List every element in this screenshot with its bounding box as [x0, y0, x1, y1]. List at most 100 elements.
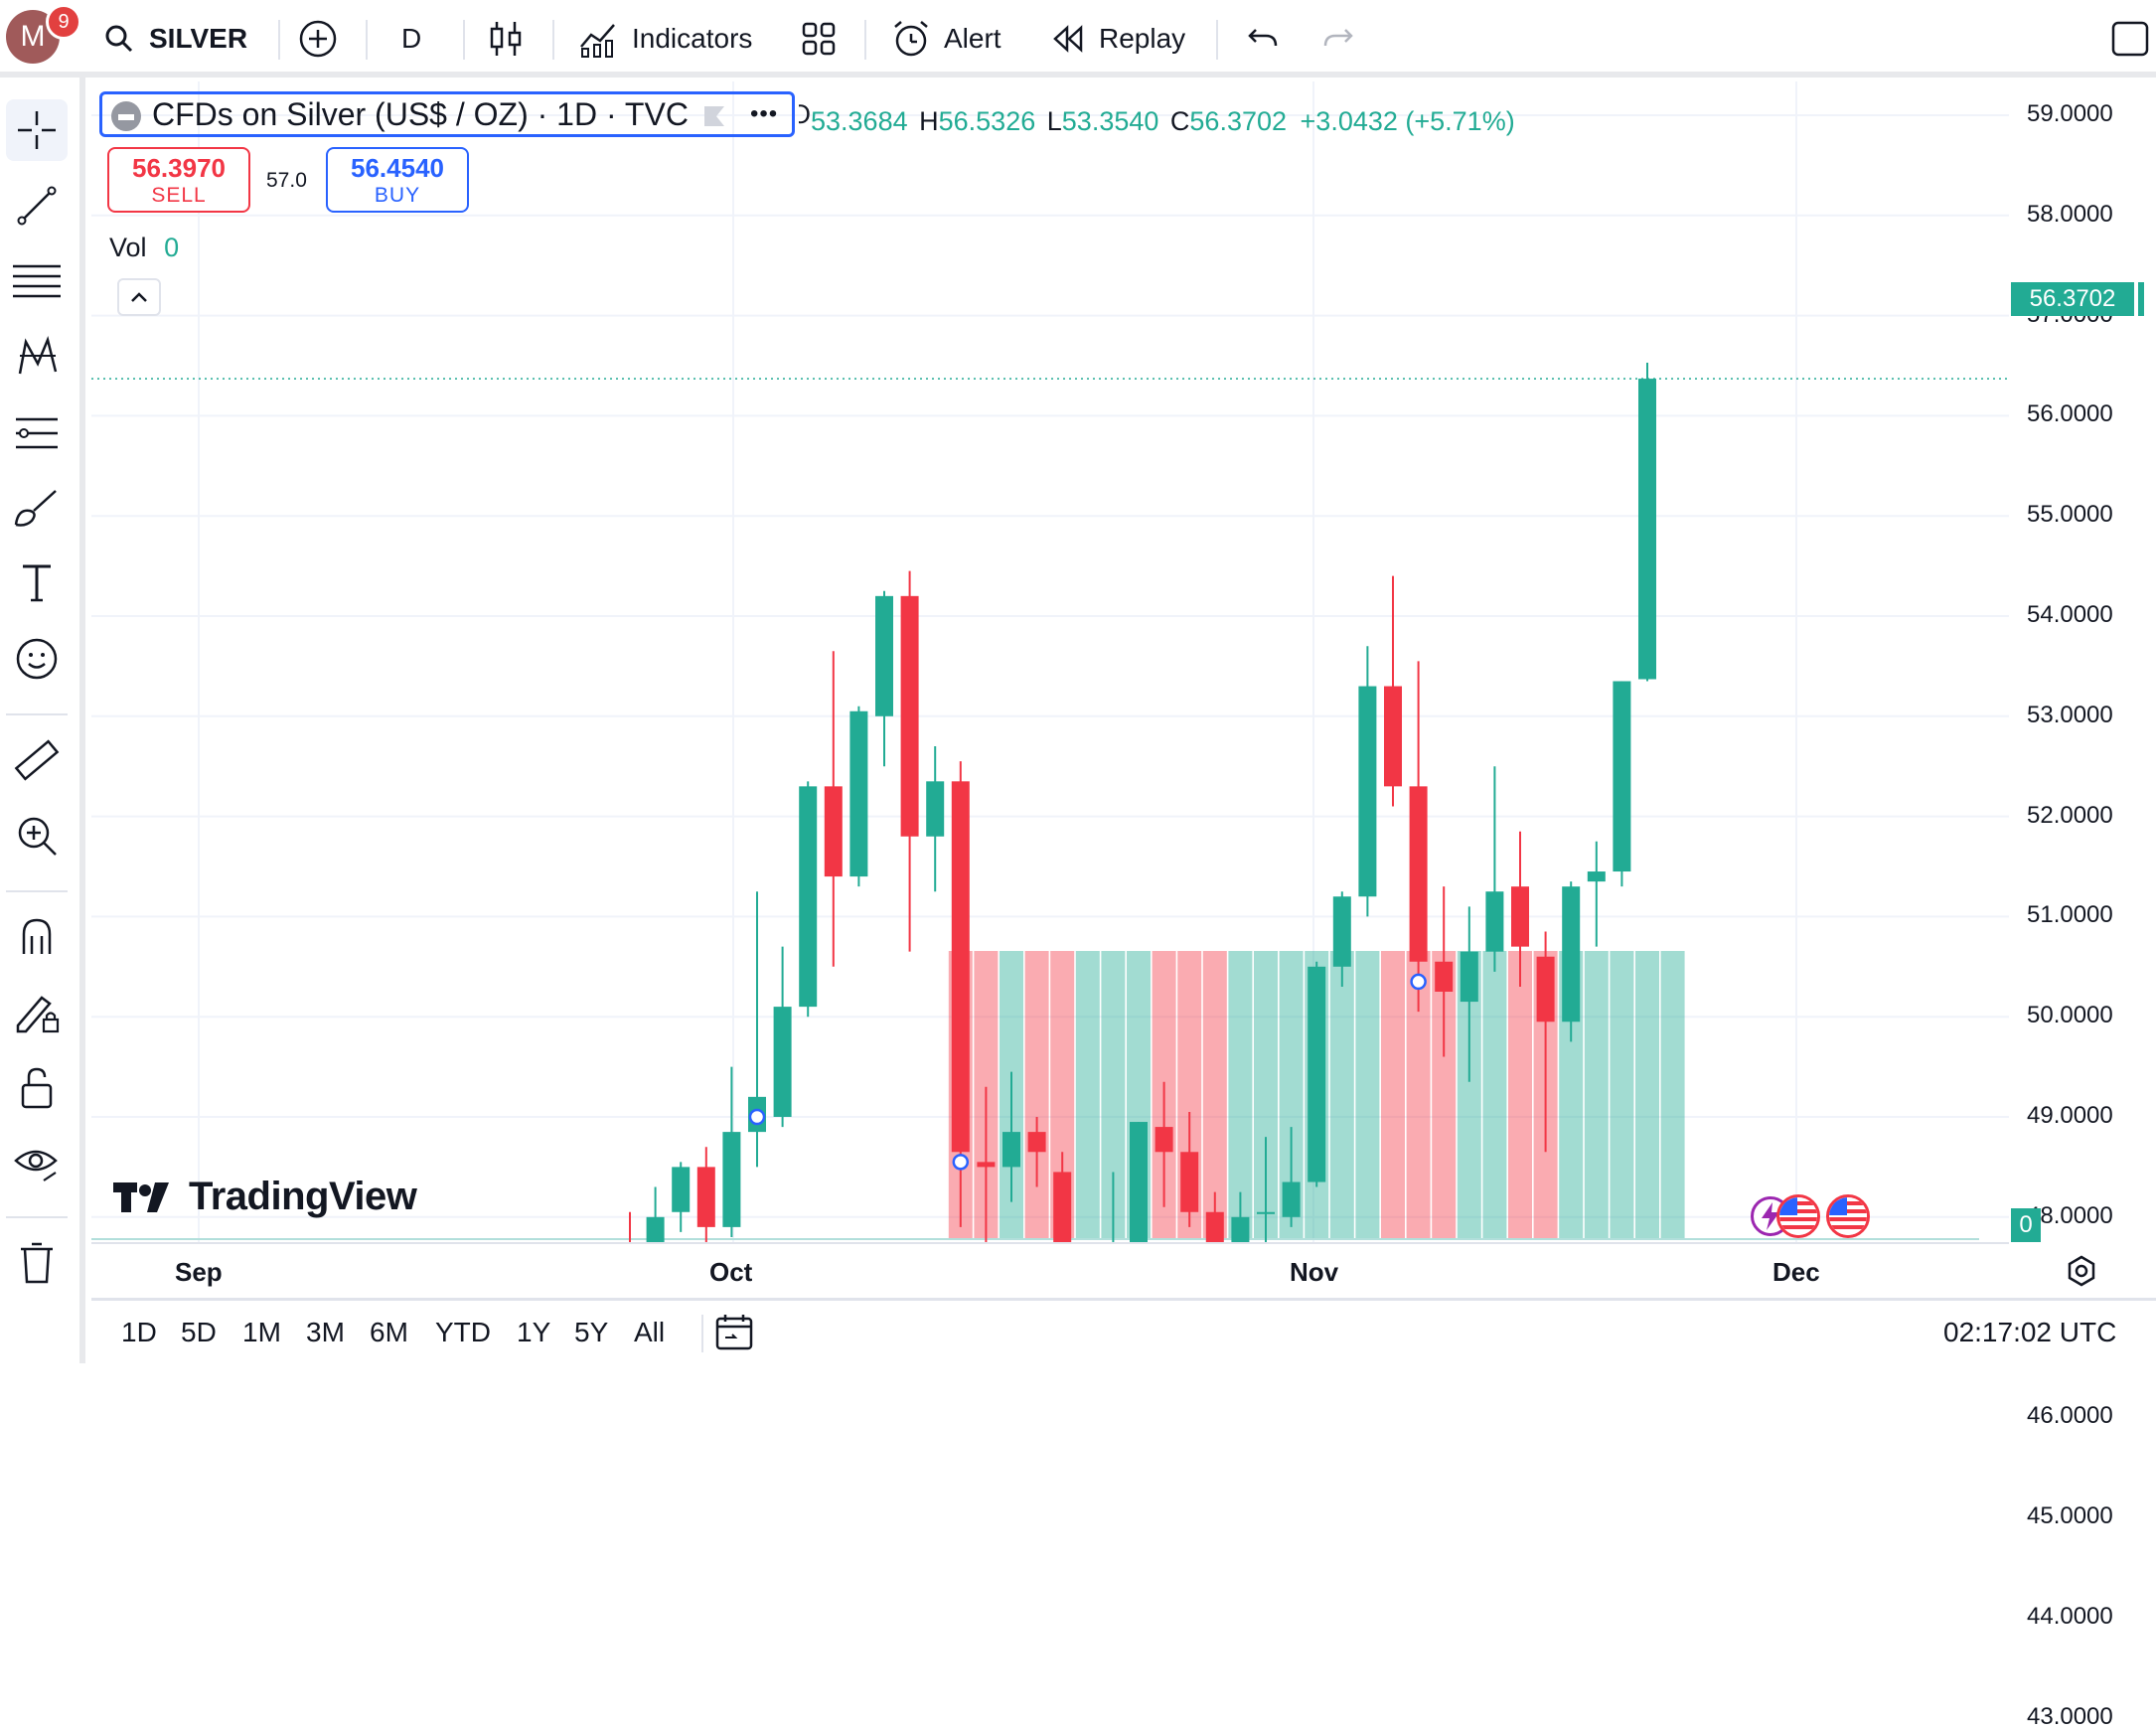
horizontal-lines-icon [13, 264, 61, 298]
candle-body[interactable] [1562, 886, 1581, 1023]
candle-body[interactable] [799, 786, 818, 1008]
candle-body[interactable] [1435, 961, 1454, 992]
range-all[interactable]: All [634, 1317, 666, 1347]
candle-body[interactable] [1282, 1181, 1301, 1217]
candle-body[interactable] [1205, 1211, 1224, 1242]
crosshair-tool[interactable] [6, 99, 68, 161]
forecast-icon [16, 417, 58, 449]
candle-body[interactable] [1053, 1172, 1072, 1242]
go-to-date-button[interactable] [713, 1313, 755, 1357]
range-1y[interactable]: 1Y [517, 1317, 551, 1347]
collapse-legend-button[interactable] [117, 278, 161, 316]
candle-body[interactable] [1308, 966, 1326, 1182]
trend-line-tool[interactable] [6, 175, 68, 236]
range-1d[interactable]: 1D [121, 1317, 157, 1347]
time-label-sep: Sep [175, 1257, 223, 1287]
layouts-button[interactable] [801, 14, 837, 64]
price-chart[interactable] [91, 81, 2009, 1242]
lock-drawings-tool[interactable] [6, 982, 68, 1043]
candle-body[interactable] [1002, 1132, 1020, 1168]
range-5y[interactable]: 5Y [574, 1317, 609, 1347]
event-marker[interactable] [952, 1154, 970, 1171]
candle-body[interactable] [1155, 1127, 1173, 1153]
chart-pane[interactable] [91, 81, 2009, 1242]
indicators-button[interactable]: Indicators [578, 14, 752, 64]
forecasting-tool[interactable] [6, 401, 68, 463]
candle-body[interactable] [1332, 896, 1351, 967]
candle-body[interactable] [900, 595, 919, 837]
candle-body[interactable] [1130, 1122, 1148, 1242]
text-icon [23, 564, 51, 602]
more-options-icon[interactable]: ••• [750, 100, 779, 127]
candle-body[interactable] [1511, 886, 1529, 947]
alert-label: Alert [944, 23, 1001, 54]
candle-body[interactable] [722, 1132, 741, 1227]
candle-body[interactable] [646, 1216, 665, 1242]
candle-body[interactable] [696, 1167, 715, 1227]
brush-tool[interactable] [6, 477, 68, 539]
event-marker[interactable] [1410, 973, 1427, 991]
range-6m[interactable]: 6M [370, 1317, 408, 1347]
interval-button[interactable]: D [401, 14, 421, 64]
range-5d[interactable]: 5D [181, 1317, 217, 1347]
sell-button[interactable]: 56.3970 SELL [107, 147, 250, 213]
candle-body[interactable] [1485, 891, 1504, 952]
us-event-icon[interactable] [1776, 1194, 1820, 1238]
range-3m[interactable]: 3M [306, 1317, 345, 1347]
us-event-icon[interactable] [1826, 1194, 1870, 1238]
hide-tool[interactable] [6, 1133, 68, 1194]
candle-body[interactable] [926, 781, 945, 837]
candle-body[interactable] [1536, 956, 1555, 1023]
text-tool[interactable] [6, 552, 68, 614]
drawing-toolbar [0, 78, 85, 1363]
flag-icon [704, 106, 724, 126]
candle-body[interactable] [1638, 379, 1656, 680]
candle-body[interactable] [773, 1007, 792, 1117]
fib-tool[interactable] [6, 250, 68, 312]
remove-drawings-tool[interactable] [6, 1232, 68, 1294]
candle-body[interactable] [1180, 1152, 1199, 1212]
magnet-tool[interactable] [6, 906, 68, 968]
lock-tool[interactable] [6, 1057, 68, 1119]
high-value: 56.5326 [938, 106, 1036, 136]
candle-body[interactable] [1613, 681, 1631, 872]
symbol-search-button[interactable]: SILVER [103, 14, 247, 64]
candle-body[interactable] [977, 1162, 996, 1168]
volume-bar [1635, 951, 1659, 1239]
candle-body[interactable] [1231, 1216, 1250, 1242]
symbol-legend[interactable]: CFDs on Silver (US$ / OZ) · 1D · TVC ••• [99, 91, 795, 137]
compare-symbol-button[interactable] [298, 14, 338, 64]
redo-button[interactable] [1321, 14, 1355, 64]
alert-button[interactable]: Alert [890, 14, 1001, 64]
zoom-in-tool[interactable] [6, 805, 68, 866]
event-marker[interactable] [748, 1108, 766, 1126]
open-value: 53.3684 [811, 106, 908, 136]
price-axis[interactable]: 59.000058.000057.000056.000055.000054.00… [2009, 81, 2156, 1730]
toolbar-divider [278, 20, 280, 60]
candle-body[interactable] [1460, 951, 1478, 1003]
range-ytd[interactable]: YTD [435, 1317, 491, 1347]
replay-button[interactable]: Replay [1051, 14, 1185, 64]
volume-bar [1075, 951, 1100, 1239]
candle-body[interactable] [1257, 1211, 1275, 1214]
candle-body[interactable] [824, 786, 843, 877]
candle-body[interactable] [1384, 686, 1402, 787]
chart-settings-button[interactable] [2065, 1254, 2098, 1293]
candle-body[interactable] [1409, 786, 1428, 962]
candle-body[interactable] [1027, 1132, 1046, 1153]
utc-clock[interactable]: 02:17:02 UTC [1943, 1317, 2117, 1347]
buy-button[interactable]: 56.4540 BUY [326, 147, 469, 213]
emoji-tool[interactable] [6, 628, 68, 690]
candle-body[interactable] [849, 710, 868, 877]
range-1m[interactable]: 1M [242, 1317, 281, 1347]
undo-button[interactable] [1246, 14, 1280, 64]
candle-body[interactable] [1587, 871, 1606, 882]
candle-body[interactable] [1358, 686, 1377, 897]
measure-tool[interactable] [6, 729, 68, 791]
pattern-tool[interactable] [6, 326, 68, 388]
candle-body[interactable] [875, 595, 893, 716]
chart-type-button[interactable] [487, 14, 525, 64]
candle-body[interactable] [951, 781, 970, 1153]
candle-body[interactable] [672, 1167, 691, 1212]
fullscreen-button[interactable] [2110, 14, 2150, 64]
